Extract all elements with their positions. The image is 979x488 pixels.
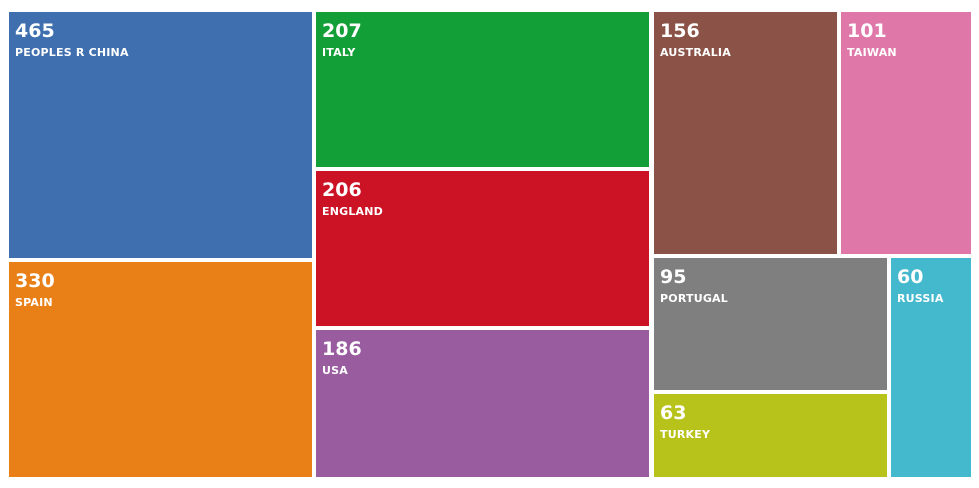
- tile-value: 465: [15, 20, 55, 42]
- tile-label: TAIWAN: [847, 46, 897, 59]
- tile-peoples-r-china: 465 PEOPLES R CHINA: [9, 12, 312, 258]
- tile-label: PEOPLES R CHINA: [15, 46, 129, 59]
- tile-label: SPAIN: [15, 296, 53, 309]
- tile-spain: 330 SPAIN: [9, 262, 312, 477]
- tile-value: 63: [660, 402, 687, 424]
- tile-australia: 156 AUSTRALIA: [654, 12, 837, 254]
- tile-value: 186: [322, 338, 362, 360]
- tile-label: TURKEY: [660, 428, 711, 441]
- tile-label: ENGLAND: [322, 205, 384, 218]
- tile-value: 206: [322, 179, 362, 201]
- tile-value: 101: [847, 20, 887, 42]
- tile-label: PORTUGAL: [660, 292, 728, 305]
- tile-value: 330: [15, 270, 55, 292]
- tile-england: 206 ENGLAND: [316, 171, 649, 326]
- tile-label: RUSSIA: [897, 292, 944, 305]
- tile-value: 156: [660, 20, 700, 42]
- tile-label: USA: [322, 364, 348, 377]
- tile-portugal: 95 PORTUGAL: [654, 258, 887, 390]
- tile-label: ITALY: [322, 46, 356, 59]
- tile-value: 95: [660, 266, 687, 288]
- tile-russia: 60 RUSSIA: [891, 258, 971, 477]
- tile-turkey: 63 TURKEY: [654, 394, 887, 477]
- tile-usa: 186 USA: [316, 330, 649, 477]
- tile-taiwan: 101 TAIWAN: [841, 12, 971, 254]
- tile-value: 207: [322, 20, 362, 42]
- tile-italy: 207 ITALY: [316, 12, 649, 167]
- tile-label: AUSTRALIA: [660, 46, 731, 59]
- tile-value: 60: [897, 266, 924, 288]
